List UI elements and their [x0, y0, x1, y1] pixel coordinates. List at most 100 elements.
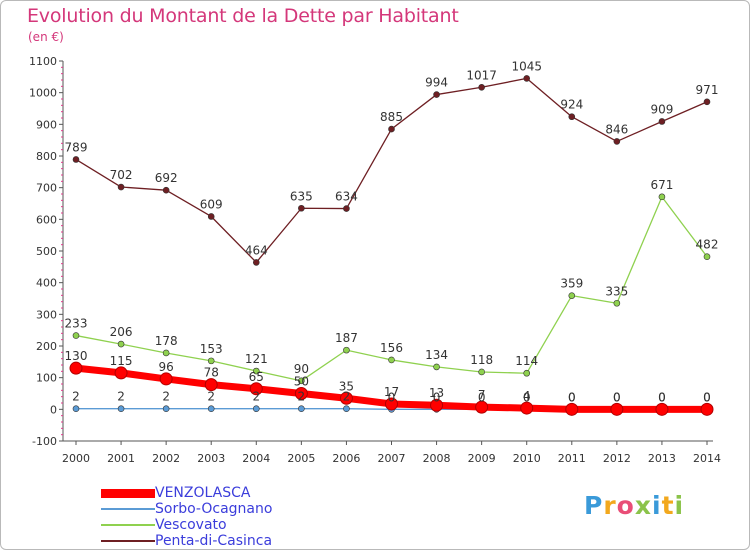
data-label: 4: [523, 389, 531, 403]
data-point: [117, 183, 125, 191]
data-point: [613, 138, 621, 145]
data-label: 2: [252, 390, 260, 404]
data-point: [655, 402, 669, 416]
data-label: 0: [703, 390, 711, 404]
x-tick-label: 2006: [332, 452, 360, 465]
data-label: 609: [200, 197, 223, 211]
data-point: [252, 259, 260, 266]
proxiti-logo: Proxiti: [584, 491, 684, 520]
data-label: 0: [613, 390, 621, 404]
data-point: [388, 356, 395, 364]
y-tick-label: 1000: [29, 87, 57, 100]
data-label: 156: [380, 341, 403, 355]
data-point: [475, 400, 489, 414]
data-point: [523, 75, 531, 82]
data-label: 2: [117, 390, 125, 404]
x-tick-label: 2011: [558, 452, 586, 465]
data-point: [249, 382, 263, 396]
data-label: 0: [613, 390, 621, 404]
data-label: 153: [200, 342, 223, 356]
legend-item: Penta-di-Casinca: [101, 533, 272, 549]
data-point: [610, 402, 624, 416]
data-point: [162, 405, 170, 413]
x-tick-label: 2007: [378, 452, 406, 465]
legend-swatch: [101, 508, 155, 510]
data-label: 1017: [466, 68, 497, 82]
legend-swatch: [101, 524, 155, 526]
x-tick-label: 2000: [62, 452, 90, 465]
y-tick-label: 0: [50, 403, 57, 416]
x-tick-label: 2002: [152, 452, 180, 465]
data-label: 178: [155, 334, 178, 348]
data-label: 0: [568, 390, 576, 404]
x-tick-label: 2014: [693, 452, 721, 465]
data-label: 692: [155, 171, 178, 185]
chart-legend: VENZOLASCA Sorbo-Ocagnano Vescovato Penta-d…: [101, 485, 272, 549]
data-label: 994: [425, 76, 448, 90]
data-point: [207, 213, 215, 220]
data-label: 971: [696, 83, 719, 97]
data-point: [294, 387, 308, 400]
logo-letter: i: [652, 491, 662, 520]
data-label: 0: [388, 390, 396, 404]
data-label: 0: [703, 390, 711, 404]
data-label: 846: [605, 122, 628, 136]
data-point: [385, 397, 398, 411]
data-point: [343, 346, 350, 354]
logo-letter: r: [603, 491, 617, 520]
data-label: 114: [515, 354, 538, 368]
legend-label: VENZOLASCA: [155, 485, 251, 501]
data-point: [703, 253, 711, 260]
data-point: [433, 363, 440, 371]
legend-item: Sorbo-Ocagnano: [101, 501, 272, 517]
logo-letter: o: [616, 491, 635, 520]
data-label: 1045: [511, 59, 542, 73]
data-label: 2: [298, 390, 306, 404]
data-point: [700, 402, 714, 416]
data-point: [658, 193, 666, 201]
data-label: 789: [65, 140, 88, 154]
data-label: 233: [65, 317, 88, 331]
data-point: [162, 186, 170, 194]
data-point: [478, 368, 485, 376]
data-point: [162, 349, 170, 357]
data-label: 635: [290, 189, 313, 203]
logo-letter: i: [674, 491, 685, 520]
chart-title: Evolution du Montant de la Dette par Hab…: [27, 5, 459, 27]
data-point: [478, 83, 485, 91]
data-point: [252, 367, 260, 375]
x-tick-label: 2009: [468, 452, 496, 465]
legend-item: Vescovato: [101, 517, 272, 533]
data-label: 0: [523, 390, 531, 404]
data-point: [159, 372, 173, 386]
data-point: [433, 91, 440, 98]
data-point: [520, 401, 534, 415]
data-label: 0: [433, 390, 441, 404]
legend-label: Sorbo-Ocagnano: [155, 501, 273, 517]
legend-label: Penta-di-Casinca: [155, 533, 273, 549]
data-point: [430, 398, 444, 412]
data-label: 702: [110, 168, 133, 182]
data-point: [72, 332, 80, 339]
y-tick-label: 500: [36, 245, 57, 258]
data-label: 78: [204, 366, 219, 380]
data-label: 2: [207, 390, 215, 404]
legend-swatch: [101, 540, 155, 542]
data-point: [69, 361, 83, 375]
data-label: 909: [650, 102, 673, 116]
data-point: [388, 125, 395, 133]
data-label: 634: [335, 190, 358, 204]
data-point: [298, 204, 305, 212]
y-tick-label: 900: [36, 118, 57, 131]
data-label: 0: [658, 390, 666, 404]
data-label: 671: [650, 178, 673, 192]
legend-item: VENZOLASCA: [101, 485, 272, 501]
x-tick-label: 2005: [287, 452, 315, 465]
y-tick-label: 100: [36, 372, 57, 385]
logo-letter: t: [661, 491, 675, 520]
data-label: 0: [478, 390, 486, 404]
data-point: [568, 113, 576, 121]
logo-letter: x: [634, 491, 652, 520]
data-label: 7: [478, 388, 486, 402]
